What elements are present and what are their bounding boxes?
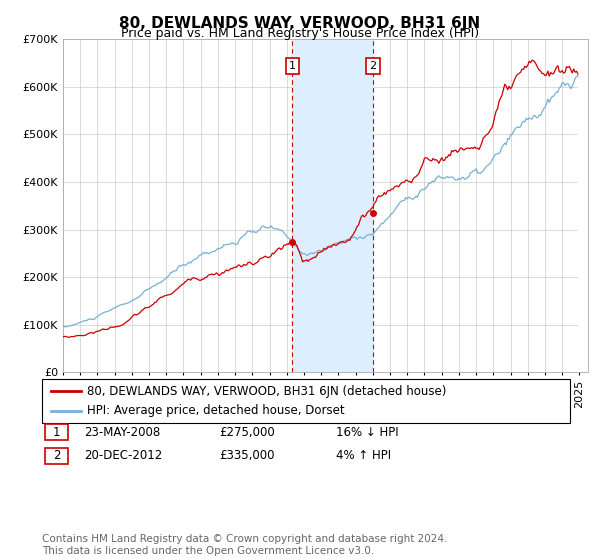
Text: Contains HM Land Registry data © Crown copyright and database right 2024.
This d: Contains HM Land Registry data © Crown c… <box>42 534 448 556</box>
Text: £275,000: £275,000 <box>219 426 275 439</box>
Text: HPI: Average price, detached house, Dorset: HPI: Average price, detached house, Dors… <box>87 404 344 417</box>
Text: 20-DEC-2012: 20-DEC-2012 <box>84 449 162 463</box>
Text: 4% ↑ HPI: 4% ↑ HPI <box>336 449 391 463</box>
Text: 23-MAY-2008: 23-MAY-2008 <box>84 426 160 439</box>
Text: Price paid vs. HM Land Registry's House Price Index (HPI): Price paid vs. HM Land Registry's House … <box>121 27 479 40</box>
Text: 1: 1 <box>289 61 296 71</box>
Text: 1: 1 <box>53 426 60 439</box>
Bar <box>292 39 373 372</box>
Text: 2: 2 <box>53 449 60 463</box>
Text: £335,000: £335,000 <box>219 449 275 463</box>
Bar <box>578 39 588 372</box>
Text: 80, DEWLANDS WAY, VERWOOD, BH31 6JN: 80, DEWLANDS WAY, VERWOOD, BH31 6JN <box>119 16 481 31</box>
Text: 80, DEWLANDS WAY, VERWOOD, BH31 6JN (detached house): 80, DEWLANDS WAY, VERWOOD, BH31 6JN (det… <box>87 385 446 398</box>
Text: 16% ↓ HPI: 16% ↓ HPI <box>336 426 398 439</box>
Text: 2: 2 <box>369 61 376 71</box>
